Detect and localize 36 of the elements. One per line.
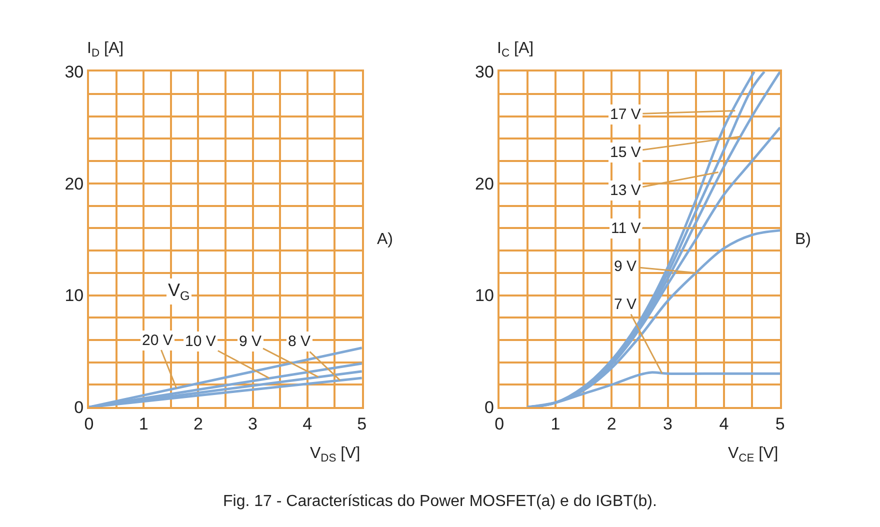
x-axis-title: V$_{DS}$ [V] bbox=[310, 445, 360, 464]
annotation: 7 V bbox=[614, 296, 637, 313]
x-tick-label: 3 bbox=[663, 414, 673, 434]
x-axis-title: V$_{CE}$ [V] bbox=[728, 445, 778, 464]
annotation: V$_{G}$ bbox=[168, 280, 190, 303]
y-tick-label: 30 bbox=[474, 62, 494, 82]
annotation: 11 V bbox=[611, 220, 641, 237]
x-tick-label: 4 bbox=[719, 414, 729, 434]
y-axis-title: I$_{D}$ [A] bbox=[87, 40, 124, 60]
annotation: 15 V bbox=[610, 144, 641, 161]
x-tick-label: 2 bbox=[606, 414, 616, 434]
y-tick-label: 20 bbox=[64, 174, 84, 194]
annotation: 13 V bbox=[610, 182, 641, 199]
x-tick-label: 1 bbox=[550, 414, 560, 434]
y-tick-label: 0 bbox=[74, 398, 84, 418]
x-tick-label: 4 bbox=[302, 414, 312, 434]
x-tick-label: 3 bbox=[248, 414, 258, 434]
annotation: 20 V bbox=[142, 332, 173, 349]
y-tick-label: 20 bbox=[474, 174, 494, 194]
x-tick-label: 1 bbox=[138, 414, 148, 434]
y-tick-label: 0 bbox=[484, 398, 494, 418]
annotation: 9 V bbox=[614, 258, 637, 275]
text: B) bbox=[795, 231, 811, 248]
x-tick-label: 5 bbox=[775, 414, 785, 434]
y-tick-label: 10 bbox=[474, 286, 494, 306]
y-tick-label: 10 bbox=[64, 286, 84, 306]
annotation: 10 V bbox=[185, 333, 216, 350]
text: A) bbox=[377, 231, 393, 248]
x-tick-label: 2 bbox=[193, 414, 203, 434]
annotation: 8 V bbox=[288, 333, 311, 350]
y-axis-title: I$_{C}$ [A] bbox=[497, 40, 534, 60]
y-tick-label: 30 bbox=[64, 62, 84, 82]
annotation: 9 V bbox=[239, 333, 262, 350]
annotation: 17 V bbox=[610, 106, 641, 123]
caption: Fig. 17 - Características do Power MOSFET(a) e do IGBT(b). bbox=[223, 493, 657, 510]
x-tick-label: 5 bbox=[357, 414, 367, 434]
